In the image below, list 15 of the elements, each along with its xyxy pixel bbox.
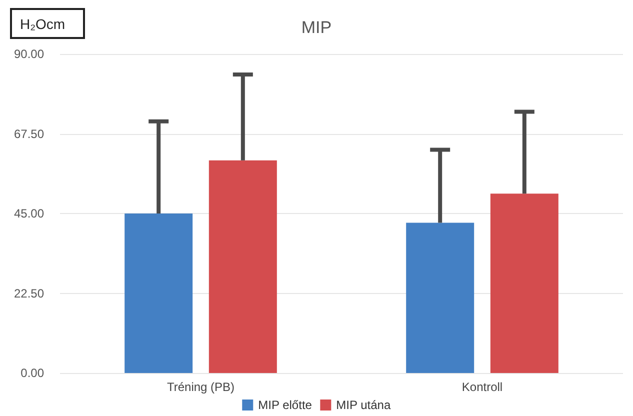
y-tick-label: 22.50 [14,286,44,300]
bar [124,214,193,373]
bar [208,160,277,373]
bar [406,222,474,373]
x-tick-label: Kontroll [462,380,503,394]
chart-title: MIP [301,18,332,37]
y-tick-label: 0.00 [20,366,44,380]
y-tick-label: 45.00 [14,206,44,220]
y-tick-label: 90.00 [14,47,44,61]
bar [490,194,558,373]
y-tick-label: 67.50 [14,126,44,141]
legend-label: MIP előtte [258,398,312,412]
legend-label: MIP utána [336,398,391,412]
y-axis-title: H₂Ocm [10,8,86,39]
x-tick-label: Tréning (PB) [166,380,235,394]
